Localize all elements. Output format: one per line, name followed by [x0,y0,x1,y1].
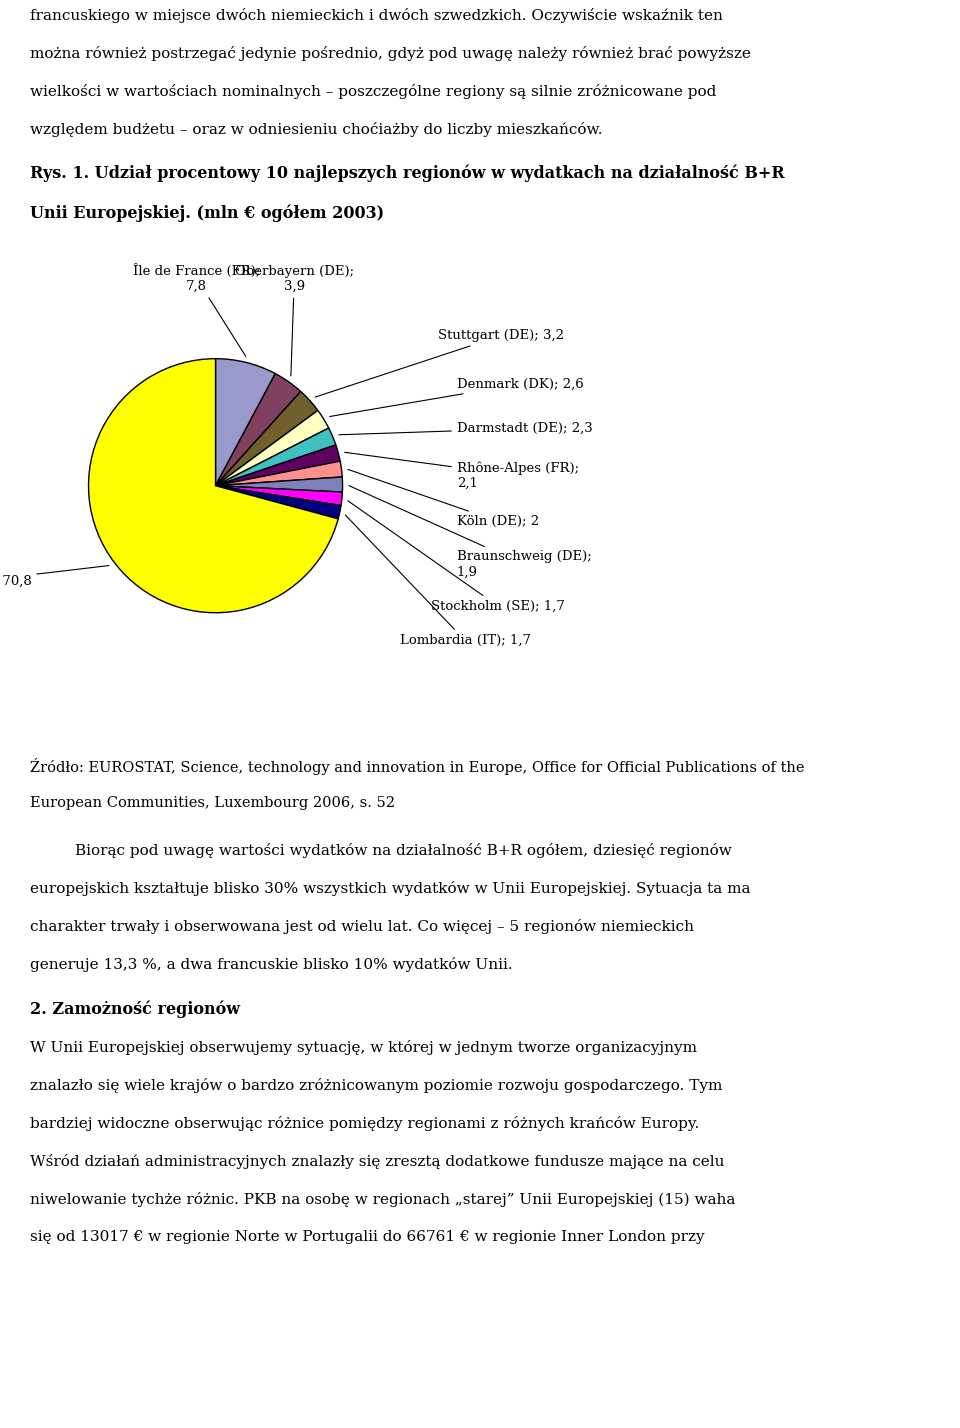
Text: się od 13017 € w regionie Norte w Portugalii do 66761 € w regionie Inner London : się od 13017 € w regionie Norte w Portug… [30,1230,705,1244]
Text: Rhône-Alpes (FR);
2,1: Rhône-Alpes (FR); 2,1 [345,453,579,490]
Text: Stuttgart (DE); 3,2: Stuttgart (DE); 3,2 [315,330,564,397]
Text: można również postrzegać jedynie pośrednio, gdyż pod uwagę należy również brać p: można również postrzegać jedynie pośredn… [30,46,751,61]
Wedge shape [216,428,336,486]
Text: 2. Zamożność regionów: 2. Zamożność regionów [30,1000,240,1018]
Text: znalazło się wiele krajów o bardzo zróżnicowanym poziomie rozwoju gospodarczego.: znalazło się wiele krajów o bardzo zróżn… [30,1078,722,1092]
Wedge shape [216,477,343,493]
Text: Źródło: EUROSTAT, Science, technology and innovation in Europe, Office for Offic: Źródło: EUROSTAT, Science, technology an… [30,758,804,775]
Text: bardziej widoczne obserwując różnice pomiędzy regionami z różnych krańców Europy: bardziej widoczne obserwując różnice pom… [30,1117,699,1131]
Text: W Unii Europejskiej obserwujemy sytuację, w której w jednym tworze organizacyjny: W Unii Europejskiej obserwujemy sytuację… [30,1040,697,1055]
Text: Stockholm (SE); 1,7: Stockholm (SE); 1,7 [348,501,565,613]
Text: wielkości w wartościach nominalnych – poszczególne regiony są silnie zróżnicowan: wielkości w wartościach nominalnych – po… [30,84,716,99]
Text: Rys. 1. Udział procentowy 10 najlepszych regionów w wydatkach na działalność B+R: Rys. 1. Udział procentowy 10 najlepszych… [30,166,784,183]
Text: charakter trwały i obserwowana jest od wielu lat. Co więcej – 5 regionów niemiec: charakter trwały i obserwowana jest od w… [30,920,694,934]
Wedge shape [216,410,328,486]
Text: Pozostałe ; 70,8: Pozostałe ; 70,8 [0,565,108,587]
Text: Darmstadt (DE); 2,3: Darmstadt (DE); 2,3 [339,423,592,436]
Text: Wśród działań administracyjnych znalazły się zresztą dodatkowe fundusze mające n: Wśród działań administracyjnych znalazły… [30,1154,725,1170]
Text: niwelowanie tychże różnic. PKB na osobę w regionach „starej” Unii Europejskiej (: niwelowanie tychże różnic. PKB na osobę … [30,1192,735,1207]
Text: generuje 13,3 %, a dwa francuskie blisko 10% wydatków Unii.: generuje 13,3 %, a dwa francuskie blisko… [30,957,513,972]
Wedge shape [216,446,340,486]
Text: European Communities, Luxembourg 2006, s. 52: European Communities, Luxembourg 2006, s… [30,795,395,810]
Wedge shape [216,461,343,486]
Text: Oberbayern (DE);
3,9: Oberbayern (DE); 3,9 [235,264,354,376]
Wedge shape [216,486,341,518]
Text: Köln (DE); 2: Köln (DE); 2 [348,470,539,528]
Text: europejskich kształtuje blisko 30% wszystkich wydatków w Unii Europejskiej. Sytu: europejskich kształtuje blisko 30% wszys… [30,881,751,895]
Wedge shape [216,486,343,506]
Text: Denmark (DK); 2,6: Denmark (DK); 2,6 [329,377,584,417]
Text: francuskiego w miejsce dwóch niemieckich i dwóch szwedzkich. Oczywiście wskaźnik: francuskiego w miejsce dwóch niemieckich… [30,9,723,23]
Text: Biorąc pod uwagę wartości wydatków na działalność B+R ogółem, dziesięć regionów: Biorąc pod uwagę wartości wydatków na dz… [75,843,732,858]
Text: względem budżetu – oraz w odniesieniu choćiażby do liczby mieszkańców.: względem budżetu – oraz w odniesieniu ch… [30,121,603,137]
Text: Lombardia (IT); 1,7: Lombardia (IT); 1,7 [346,516,531,647]
Wedge shape [88,358,338,613]
Text: Île de France (FR);
7,8: Île de France (FR); 7,8 [132,264,260,357]
Text: Unii Europejskiej. (mln € ogółem 2003): Unii Europejskiej. (mln € ogółem 2003) [30,206,384,223]
Wedge shape [216,374,300,486]
Wedge shape [216,391,318,486]
Text: Braunschweig (DE);
1,9: Braunschweig (DE); 1,9 [348,486,591,578]
Wedge shape [216,358,276,486]
